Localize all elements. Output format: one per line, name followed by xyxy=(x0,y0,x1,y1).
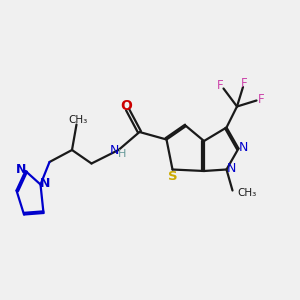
Text: S: S xyxy=(168,170,177,184)
Text: F: F xyxy=(217,79,224,92)
Text: F: F xyxy=(241,77,248,90)
Text: N: N xyxy=(239,141,248,154)
Text: O: O xyxy=(120,99,132,112)
Text: F: F xyxy=(258,93,264,106)
Text: H: H xyxy=(118,148,127,159)
Text: CH₃: CH₃ xyxy=(237,188,256,198)
Text: N: N xyxy=(40,177,50,190)
Text: N: N xyxy=(227,162,236,175)
Text: CH₃: CH₃ xyxy=(68,115,88,125)
Text: N: N xyxy=(110,144,120,157)
Text: N: N xyxy=(16,163,26,176)
